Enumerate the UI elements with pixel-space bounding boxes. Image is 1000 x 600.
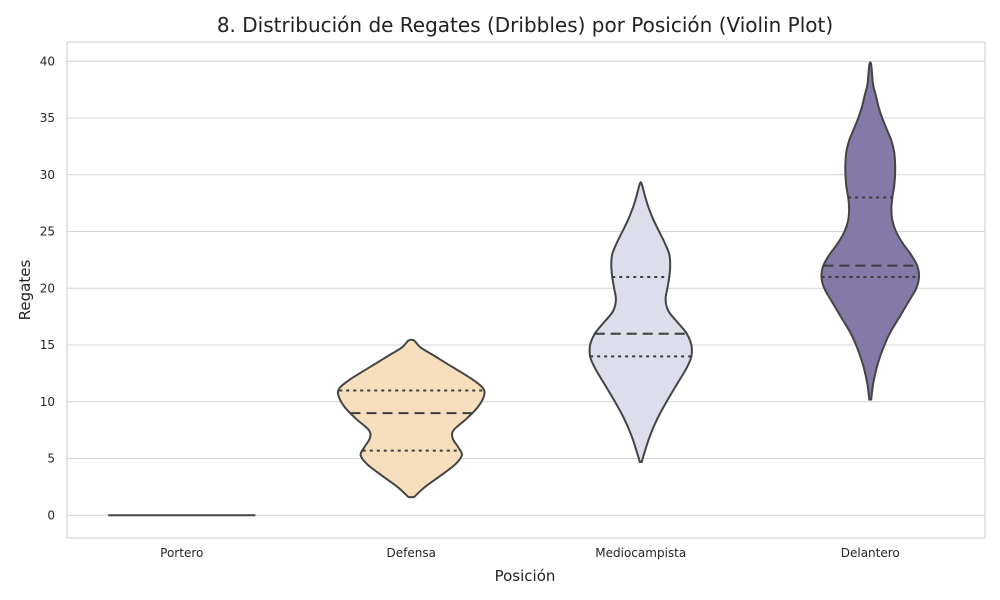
y-tick-label: 10 [40,395,55,409]
y-axis-label: Regates [16,260,34,321]
y-tick-label: 25 [40,225,55,239]
violin-defensa [336,338,486,499]
y-tick-label: 20 [40,281,55,295]
violin-delantero [820,61,921,401]
y-tick-label: 35 [40,111,55,125]
violin-body [336,338,486,499]
y-tick-label: 5 [47,452,55,466]
violin-body [820,61,921,401]
x-tick-label: Portero [160,546,203,560]
x-tick-label: Defensa [387,546,436,560]
y-tick-labels: 0 5 10 15 20 25 30 35 40 [40,54,55,522]
plot-frame [66,41,986,539]
grid-lines [67,60,985,516]
x-axis-label: Posición [495,567,556,585]
violins [108,61,921,517]
x-tick-label: Mediocampista [595,546,686,560]
y-tick-label: 15 [40,338,55,352]
violin-mediocampista [588,181,693,463]
violin-body [588,181,693,463]
y-tick-label: 40 [40,54,55,68]
x-tick-labels: Portero Defensa Mediocampista Delantero [160,546,900,560]
chart-title: 8. Distribución de Regates (Dribbles) po… [217,13,833,37]
y-tick-label: 0 [47,508,55,522]
y-tick-label: 30 [40,168,55,182]
x-tick-label: Delantero [841,546,900,560]
